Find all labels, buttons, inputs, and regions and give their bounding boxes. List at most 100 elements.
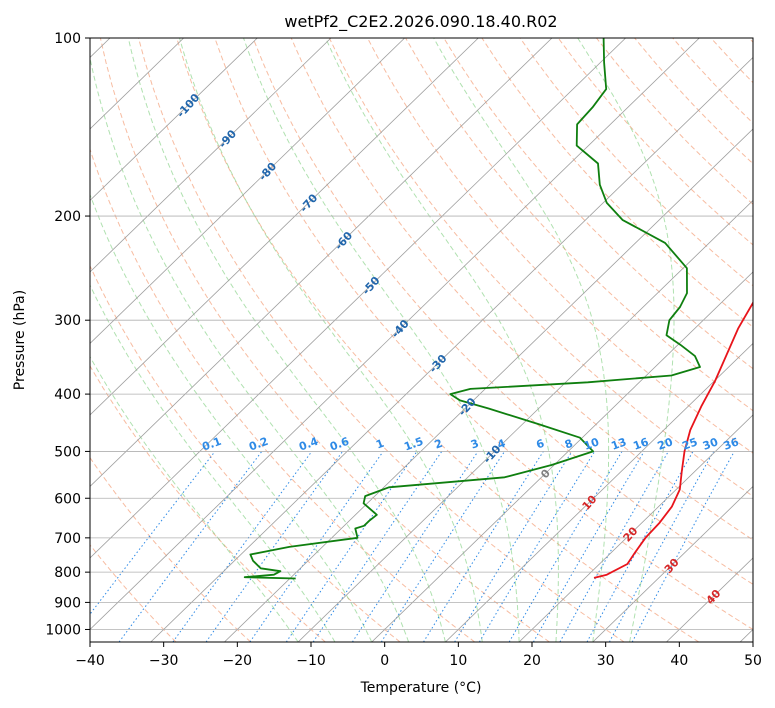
mixing-ratio-line	[454, 451, 573, 642]
mixing-ratio-label: 10	[582, 435, 601, 453]
mixing-ratio-line	[380, 451, 506, 642]
y-tick-label: 300	[54, 313, 81, 329]
dry-adiabat-line	[405, 38, 753, 412]
isotherm-line	[297, 199, 753, 642]
x-tick-label: 30	[597, 653, 615, 669]
x-tick-label: 40	[670, 653, 688, 669]
x-tick-label: 50	[744, 653, 762, 669]
isotherm-line	[90, 38, 700, 631]
dry-adiabat-line	[328, 38, 753, 497]
x-tick-label: 0	[380, 653, 389, 669]
mixing-ratio-label: 13	[609, 435, 628, 452]
x-tick-label: −40	[75, 653, 105, 669]
moist-adiabat-line	[90, 193, 373, 642]
mixing-ratio-label: 0.1	[200, 435, 223, 454]
x-tick-label: −30	[149, 653, 179, 669]
plot-frame	[89, 37, 754, 643]
dewpoint-line	[243, 38, 701, 580]
mixing-ratio-label: 36	[722, 435, 741, 453]
mixing-ratio-line	[172, 451, 313, 642]
dry-adiabat-line	[252, 38, 753, 585]
y-tick-label: 800	[54, 565, 81, 581]
dry-adiabat-line	[290, 38, 753, 541]
y-tick-label: 200	[54, 209, 81, 225]
isotherm-line	[90, 38, 553, 488]
pressure-gridlines	[90, 38, 753, 630]
isotherms	[90, 38, 753, 642]
x-tick-label: −20	[223, 653, 253, 669]
x-axis-title: Temperature (°C)	[360, 680, 482, 696]
isotherm-line	[90, 38, 626, 559]
isotherm-line	[150, 56, 753, 642]
mixing-ratio-label: 0.4	[297, 435, 320, 454]
plot-area	[90, 38, 753, 642]
isotherm-line	[90, 38, 258, 201]
isotherm-line	[445, 342, 753, 642]
mixing-ratio-label: 20	[656, 435, 675, 453]
mixing-ratio-line	[285, 451, 418, 642]
y-tick-label: 900	[54, 595, 81, 611]
y-tick-label: 100	[54, 31, 81, 47]
dry-adiabats	[90, 38, 753, 642]
mixing-ratio-label: 30	[701, 435, 720, 453]
moist-adiabat-line	[433, 38, 610, 642]
dry-adiabat-line	[99, 38, 550, 642]
y-tick-label: 400	[54, 387, 81, 403]
dry-adiabat-line	[214, 38, 753, 631]
mixing-ratio-line	[559, 451, 669, 642]
mixing-ratio-line	[608, 451, 715, 642]
mixing-ratio-label: 0.2	[247, 435, 270, 454]
isotherm-line	[592, 485, 753, 642]
y-axis-ticks: 100 200 300 400 500 600 700 800 900 1000	[45, 31, 90, 638]
mixing-ratio-label: 16	[632, 435, 651, 453]
isotherm-line	[90, 38, 332, 273]
moist-adiabat-line	[243, 38, 520, 642]
dry-adiabat-line	[90, 544, 177, 642]
y-tick-label: 1000	[45, 622, 81, 638]
mixing-ratio-line	[586, 451, 694, 642]
mixing-ratio-lines	[90, 451, 735, 642]
mixing-ratio-line	[312, 451, 443, 642]
mixing-ratio-line	[205, 451, 344, 642]
mixing-ratio-label: 1	[374, 437, 386, 452]
isotherm-line	[371, 271, 753, 642]
x-tick-label: 10	[449, 653, 467, 669]
isotherm-line	[90, 38, 405, 345]
isotherm-line	[518, 414, 753, 642]
x-axis-ticks: −40 −30 −20 −10 0 10 20 30 40 50	[75, 642, 762, 669]
temperature-line	[593, 301, 753, 579]
dry-adiabat-line	[90, 456, 251, 642]
moist-adiabat-line	[90, 55, 410, 642]
mixing-ratio-label: 8	[563, 437, 575, 452]
moist-adiabat-line	[179, 38, 483, 642]
moist-adiabat-line	[325, 38, 559, 642]
x-tick-label: 20	[523, 653, 541, 669]
dry-adiabat-line	[138, 38, 625, 642]
chart-title: wetPf2_C2E2.2026.090.18.40.R02	[284, 12, 557, 32]
y-axis-title: Pressure (hPa)	[12, 290, 28, 390]
mixing-ratio-label: 2	[433, 437, 445, 452]
y-tick-label: 700	[54, 531, 81, 547]
y-tick-label: 600	[54, 491, 81, 507]
x-tick-label: −10	[296, 653, 326, 669]
isotherm-line	[90, 38, 479, 416]
mixing-ratio-label: 4	[496, 437, 508, 452]
mixing-ratio-line	[249, 451, 384, 642]
moist-adiabat-line	[90, 284, 336, 642]
dry-adiabat-line	[519, 38, 753, 287]
dry-adiabat-line	[176, 38, 700, 642]
mixing-ratio-label: 6	[534, 437, 546, 452]
moist-adiabat-line	[127, 38, 446, 642]
mixing-ratio-label: 25	[680, 435, 699, 452]
mixing-ratio-label: 0.6	[328, 435, 351, 454]
moist-adiabat-line	[577, 38, 675, 642]
mixing-ratio-line	[118, 451, 263, 642]
mixing-ratio-line	[351, 451, 479, 642]
dry-adiabat-line	[90, 147, 476, 642]
mixing-ratio-label: 1.5	[402, 435, 425, 454]
dry-adiabat-line	[481, 38, 753, 328]
profile-series	[243, 38, 753, 580]
mixing-ratio-label: 3	[469, 437, 481, 452]
y-tick-label: 500	[54, 444, 81, 460]
